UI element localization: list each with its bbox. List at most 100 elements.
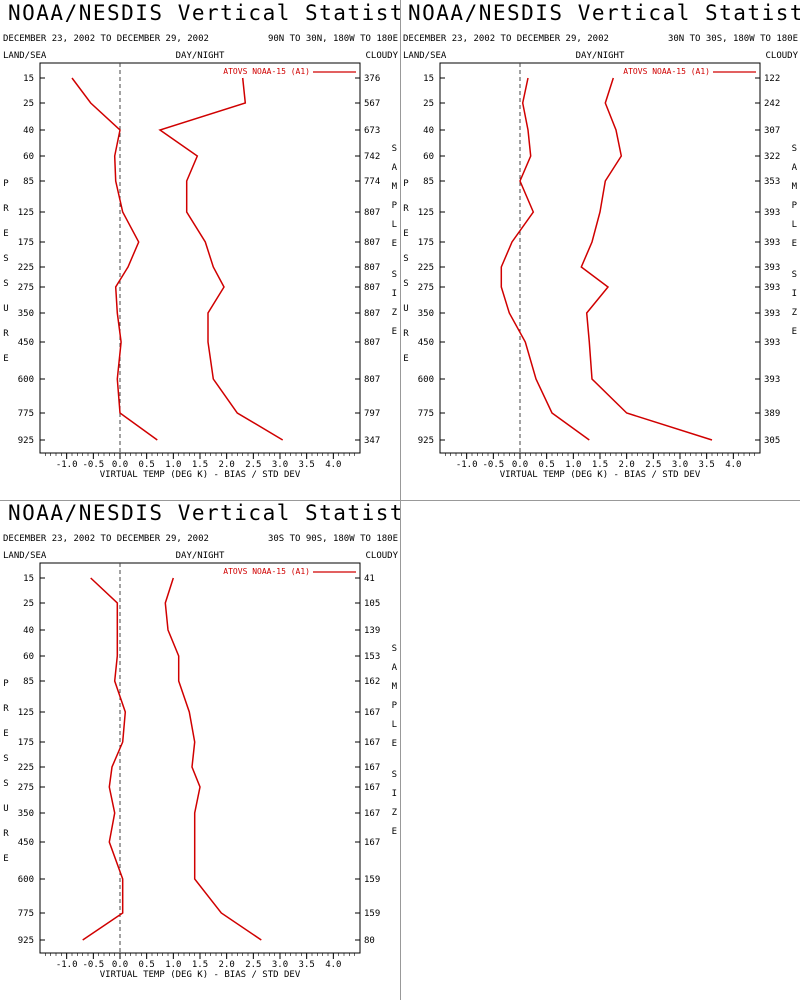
sample-size-label: 393	[764, 375, 780, 385]
pressure-label: 775	[18, 909, 34, 919]
size-letter: E	[392, 327, 397, 337]
pressure-label: 275	[18, 783, 34, 793]
cloudy-label: CLOUDY	[365, 51, 398, 61]
sample-size-label: 167	[364, 783, 380, 793]
x-tick-label: 2.5	[245, 960, 261, 970]
pressure-label: 450	[18, 838, 34, 848]
sample-size-label: 322	[764, 152, 780, 162]
x-tick-label: 3.0	[272, 960, 288, 970]
cloudy-label: CLOUDY	[765, 51, 798, 61]
sample-size-label: 567	[364, 99, 380, 109]
region-label: 90N TO 30N, 180W TO 180E	[268, 34, 398, 44]
pressure-letter: R	[3, 704, 9, 714]
date-range: DECEMBER 23, 2002 TO DECEMBER 29, 2002	[3, 534, 209, 544]
x-tick-label: 2.0	[619, 460, 635, 470]
pressure-label: 60	[423, 152, 434, 162]
sample-size-label: 807	[364, 309, 380, 319]
sample-size-label: 159	[364, 875, 380, 885]
sample-size-label: 774	[364, 177, 380, 187]
sample-size-label: 742	[364, 152, 380, 162]
x-axis-label: VIRTUAL TEMP (DEG K) - BIAS / STD DEV	[100, 470, 301, 480]
pressure-label: 925	[418, 436, 434, 446]
pressure-letter: S	[3, 254, 8, 264]
chart-title: NOAA/NESDIS Vertical Statistics	[8, 501, 400, 525]
pressure-label: 350	[18, 309, 34, 319]
pressure-letter: E	[3, 354, 8, 364]
sample-size-label: 393	[764, 263, 780, 273]
sample-letter: S	[392, 644, 397, 654]
series-line-std-dev	[164, 577, 262, 941]
x-tick-label: 3.0	[272, 460, 288, 470]
sample-size-label: 389	[764, 409, 780, 419]
sample-size-label: 80	[364, 936, 375, 946]
x-tick-label: 4.0	[725, 460, 741, 470]
pressure-letter: E	[403, 354, 408, 364]
pressure-label: 350	[418, 309, 434, 319]
pressure-letter: P	[403, 179, 409, 189]
panel-2: NOAA/NESDIS Vertical Statistics DECEMBER …	[0, 500, 400, 1000]
sample-size-label: 393	[764, 238, 780, 248]
plot-frame	[39, 562, 361, 954]
date-range: DECEMBER 23, 2002 TO DECEMBER 29, 2002	[3, 34, 209, 44]
sample-size-label: 393	[764, 338, 780, 348]
sample-letter: P	[392, 201, 398, 211]
pressure-label: 275	[418, 283, 434, 293]
x-tick-label: 0.0	[512, 460, 528, 470]
pressure-label: 85	[23, 177, 34, 187]
size-letter: S	[792, 270, 797, 280]
sample-size-label: 807	[364, 283, 380, 293]
sample-letter: L	[392, 220, 397, 230]
pressure-letter: R	[403, 329, 409, 339]
legend-label: ATOVS NOAA-15 (A1)	[223, 67, 310, 76]
pressure-label: 125	[18, 708, 34, 718]
sample-letter: L	[792, 220, 797, 230]
pressure-label: 775	[18, 409, 34, 419]
pressure-label: 275	[18, 283, 34, 293]
sample-size-label: 307	[764, 126, 780, 136]
x-tick-label: 3.5	[699, 460, 715, 470]
pressure-letter: R	[403, 204, 409, 214]
pressure-label: 60	[23, 152, 34, 162]
pressure-letter: S	[3, 779, 8, 789]
size-letter: S	[392, 270, 397, 280]
pressure-label: 450	[18, 338, 34, 348]
sample-size-label: 797	[364, 409, 380, 419]
day-night-label: DAY/NIGHT	[576, 51, 625, 61]
sample-size-label: 167	[364, 708, 380, 718]
sample-size-label: 167	[364, 809, 380, 819]
sample-size-label: 153	[364, 652, 380, 662]
pressure-letter: S	[403, 254, 408, 264]
sample-size-label: 139	[364, 626, 380, 636]
series-line-bias	[71, 77, 158, 441]
pressure-label: 25	[423, 99, 434, 109]
x-tick-label: -1.0	[456, 460, 478, 470]
x-tick-label: 1.5	[192, 960, 208, 970]
x-tick-label: 2.5	[645, 460, 661, 470]
x-tick-label: 2.5	[245, 460, 261, 470]
sample-letter: E	[392, 239, 397, 249]
land-sea-label: LAND/SEA	[3, 551, 47, 561]
size-letter: I	[392, 789, 397, 799]
size-letter: E	[792, 327, 797, 337]
x-tick-label: 2.0	[219, 460, 235, 470]
pressure-letter: P	[3, 679, 9, 689]
pressure-letter: S	[403, 279, 408, 289]
pressure-label: 600	[18, 875, 34, 885]
pressure-label: 225	[418, 263, 434, 273]
chart-svg: NOAA/NESDIS Vertical Statistics DECEMBER …	[3, 1, 400, 480]
sample-size-label: 122	[764, 74, 780, 84]
size-letter: I	[792, 289, 797, 299]
pressure-letter: E	[3, 229, 8, 239]
pressure-label: 175	[18, 738, 34, 748]
pressure-label: 15	[423, 74, 434, 84]
sample-letter: A	[792, 163, 798, 173]
land-sea-label: LAND/SEA	[3, 51, 47, 61]
x-tick-label: -0.5	[82, 460, 104, 470]
date-range: DECEMBER 23, 2002 TO DECEMBER 29, 2002	[403, 34, 609, 44]
pressure-label: 775	[418, 409, 434, 419]
size-letter: S	[392, 770, 397, 780]
sample-size-label: 393	[764, 208, 780, 218]
pressure-label: 85	[423, 177, 434, 187]
pressure-label: 925	[18, 436, 34, 446]
horizontal-divider	[0, 500, 800, 501]
